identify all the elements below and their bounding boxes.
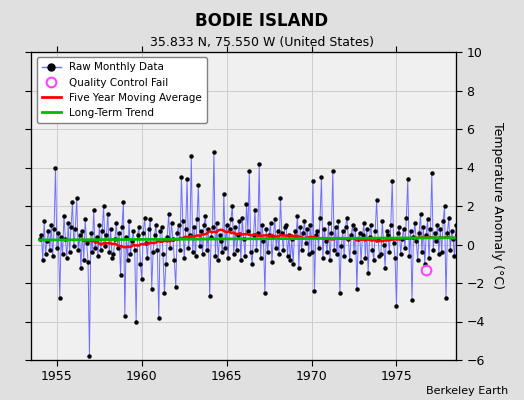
Text: 35.833 N, 75.550 W (United States): 35.833 N, 75.550 W (United States) (150, 36, 374, 49)
Y-axis label: Temperature Anomaly (°C): Temperature Anomaly (°C) (491, 122, 504, 290)
Legend: Raw Monthly Data, Quality Control Fail, Five Year Moving Average, Long-Term Tren: Raw Monthly Data, Quality Control Fail, … (37, 57, 207, 123)
Text: Berkeley Earth: Berkeley Earth (426, 386, 508, 396)
Text: BODIE ISLAND: BODIE ISLAND (195, 12, 329, 30)
